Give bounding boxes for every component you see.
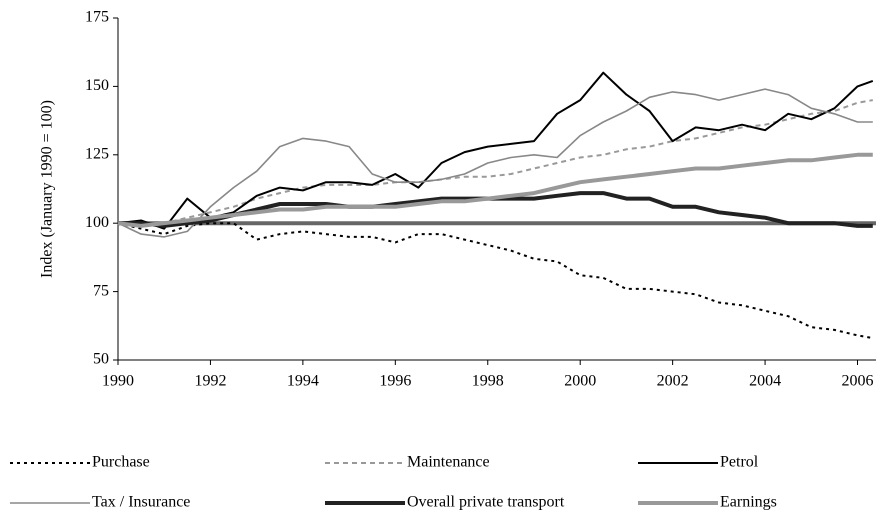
x-tick-label: 2000 (564, 373, 596, 390)
x-tick-label: 1996 (379, 373, 411, 390)
x-tick-label: 1990 (102, 373, 134, 390)
legend-label: Tax / Insurance (92, 494, 190, 511)
legend-label: Earnings (720, 494, 777, 511)
x-tick-label: 2006 (842, 373, 874, 390)
x-tick-label: 2004 (749, 373, 781, 390)
x-tick-label: 1994 (287, 373, 319, 390)
y-tick-label: 50 (93, 351, 109, 368)
x-tick-label: 1992 (194, 373, 226, 390)
legend-label: Maintenance (407, 454, 490, 471)
y-axis-label: Index (January 1990 = 100) (39, 100, 56, 278)
series-line (117, 88, 873, 238)
x-tick-label: 2002 (657, 373, 689, 390)
series-line (118, 99, 873, 225)
x-tick-label: 1998 (472, 373, 504, 390)
legend-label: Purchase (92, 454, 150, 471)
y-tick-label: 100 (85, 214, 109, 231)
series-line (117, 71, 874, 230)
y-tick-label: 125 (85, 145, 109, 162)
y-tick-label: 75 (93, 282, 109, 299)
series-line (117, 152, 873, 228)
series-line (117, 222, 873, 340)
legend-label: Overall private transport (407, 494, 565, 511)
y-tick-label: 150 (85, 77, 109, 94)
legend-label: Petrol (720, 454, 759, 471)
y-tick-label: 175 (85, 9, 109, 26)
